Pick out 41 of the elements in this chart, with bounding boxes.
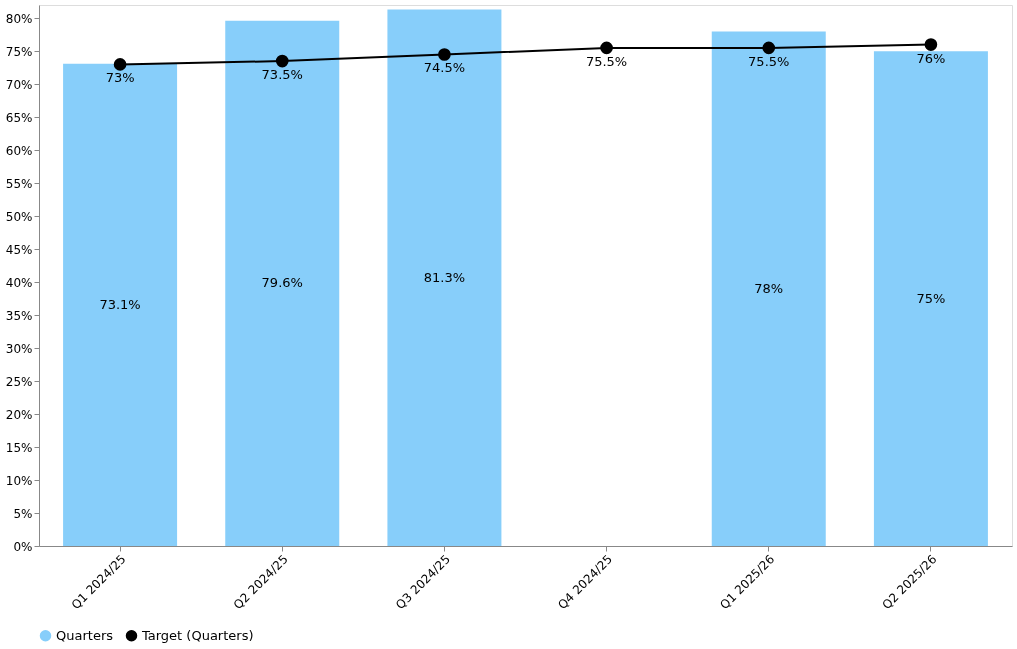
data-label: 76% xyxy=(916,50,946,66)
point xyxy=(438,48,451,61)
legend-label: Quarters xyxy=(56,627,114,643)
bar xyxy=(225,20,340,546)
legend-label: Target (Quarters) xyxy=(141,627,254,643)
point xyxy=(600,41,613,55)
y-tick-label: 50% xyxy=(5,209,33,224)
data-label: 81.3% xyxy=(423,269,466,285)
y-tick-label: 35% xyxy=(5,308,33,323)
y-tick-label: 55% xyxy=(5,176,33,191)
point xyxy=(762,41,776,55)
y-tick-label: 15% xyxy=(5,440,33,455)
data-label: 73.5% xyxy=(261,67,303,83)
y-tick-label: 65% xyxy=(5,110,33,125)
data-label: 75.5% xyxy=(748,53,790,69)
y-tick-label: 0% xyxy=(13,539,33,554)
data-label: 78% xyxy=(754,280,784,296)
data-label: 74.5% xyxy=(423,60,466,76)
y-tick-label: 5% xyxy=(13,506,33,521)
bar xyxy=(63,63,178,546)
y-tick-label: 40% xyxy=(5,275,33,290)
data-label: 73% xyxy=(105,70,135,86)
data-label: 73.1% xyxy=(99,296,141,312)
data-label: 75.5% xyxy=(585,53,628,69)
data-label: 75% xyxy=(916,290,946,306)
y-tick-label: 75% xyxy=(5,44,33,59)
bar xyxy=(387,9,502,546)
y-tick-label: 25% xyxy=(5,374,33,389)
point xyxy=(275,54,289,68)
point xyxy=(113,58,127,71)
bar xyxy=(711,31,826,546)
point xyxy=(924,38,938,51)
y-tick-label: 20% xyxy=(5,407,33,422)
y-tick-label: 45% xyxy=(5,242,33,257)
data-label: 79.6% xyxy=(261,275,303,291)
y-tick-label: 10% xyxy=(5,473,33,488)
y-tick-label: 60% xyxy=(5,143,33,158)
y-tick-label: 30% xyxy=(5,341,33,356)
y-tick-label: 70% xyxy=(5,77,33,92)
bar xyxy=(873,51,988,546)
y-tick-label: 80% xyxy=(5,11,33,26)
